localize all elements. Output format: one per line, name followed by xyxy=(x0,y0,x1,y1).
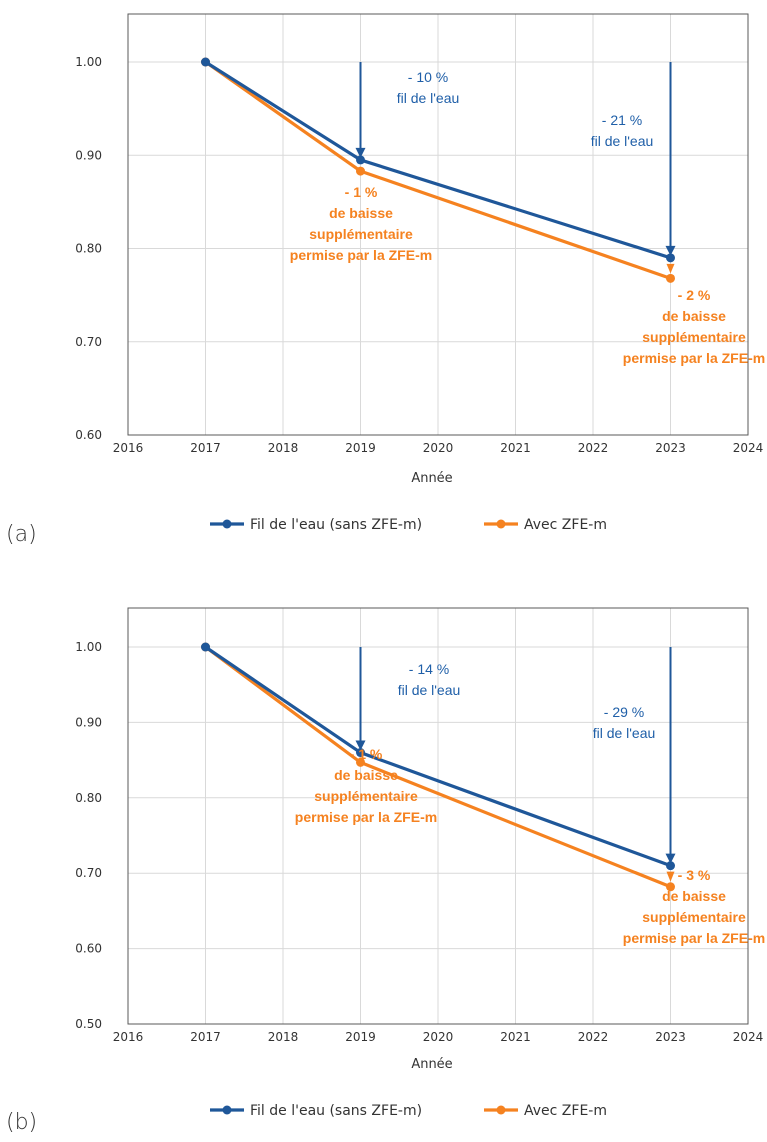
x-axis-label: Année xyxy=(411,471,452,486)
legend-item-fil-de-leau: Fil de l'eau (sans ZFE-m) xyxy=(210,517,422,533)
annotation-blue-2019: fil de l'eau xyxy=(398,682,461,698)
x-tick-label: 2016 xyxy=(113,1030,144,1044)
y-tick-label: 1.00 xyxy=(75,640,102,654)
annotation-orange-2019: supplémentaire xyxy=(314,788,418,804)
annotation-orange-2019: permise par la ZFE-m xyxy=(290,247,432,263)
x-tick-label: 2023 xyxy=(655,441,686,455)
y-tick-label: 0.60 xyxy=(75,428,102,442)
x-tick-label: 2024 xyxy=(733,441,764,455)
annotation-orange-2019: permise par la ZFE-m xyxy=(295,809,437,825)
chart-panel-b: 2016 2017 2018 2019 2020 2021 2022 2023 2024 1.00… xyxy=(75,607,765,1119)
annotation-blue-2023: fil de l'eau xyxy=(593,725,656,741)
x-tick-label: 2018 xyxy=(268,1030,299,1044)
chart-panel-a: 2016 2017 2018 2019 2020 2021 2022 2023 2024 1.00… xyxy=(75,13,765,533)
annotation-orange-2023: de baisse xyxy=(662,308,726,324)
annotation-orange-2023: permise par la ZFE-m xyxy=(623,930,765,946)
data-point-fil-de-leau xyxy=(201,57,210,67)
legend-item-fil-de-leau: Fil de l'eau (sans ZFE-m) xyxy=(210,1103,422,1119)
y-tick-label: 0.90 xyxy=(75,148,102,162)
annotation-orange-2023: supplémentaire xyxy=(642,329,746,345)
data-point-avec-zfe xyxy=(666,273,675,283)
annotation-orange-2023: - 2 % xyxy=(678,287,711,303)
x-tick-label: 2021 xyxy=(500,441,531,455)
legend-item-avec-zfe: Avec ZFE-m xyxy=(484,1103,607,1119)
y-tick-label: 1.00 xyxy=(75,55,102,69)
annotation-orange-2019: - 1 % xyxy=(345,184,378,200)
data-point-avec-zfe xyxy=(356,166,365,176)
data-point-fil-de-leau xyxy=(201,642,210,652)
annotation-blue-2023: fil de l'eau xyxy=(591,133,654,149)
annotation-blue-2023: - 29 % xyxy=(604,704,644,720)
x-tick-label: 2019 xyxy=(345,441,376,455)
panel-label-b: (b) xyxy=(6,1110,38,1135)
annotation-orange-2023: de baisse xyxy=(662,888,726,904)
annotation-blue-2019: - 14 % xyxy=(409,661,449,677)
legend-label: Fil de l'eau (sans ZFE-m) xyxy=(250,1103,422,1119)
panel-label-a: (a) xyxy=(6,522,37,547)
legend-item-avec-zfe: Avec ZFE-m xyxy=(484,517,607,533)
x-tick-label: 2017 xyxy=(190,1030,221,1044)
legend-swatch-marker xyxy=(496,519,506,529)
x-tick-label: 2016 xyxy=(113,441,144,455)
data-point-avec-zfe xyxy=(666,882,675,892)
x-tick-label: 2024 xyxy=(733,1030,764,1044)
annotation-orange-2019: de baisse xyxy=(334,767,398,783)
x-tick-label: 2018 xyxy=(268,441,299,455)
legend-label: Avec ZFE-m xyxy=(524,1103,607,1119)
y-tick-label: 0.70 xyxy=(75,335,102,349)
x-tick-label: 2022 xyxy=(578,1030,609,1044)
annotation-blue-2023: - 21 % xyxy=(602,112,642,128)
x-axis-label: Année xyxy=(411,1057,452,1072)
legend-label: Avec ZFE-m xyxy=(524,517,607,533)
data-point-fil-de-leau xyxy=(356,155,365,165)
annotation-orange-2023: - 3 % xyxy=(678,867,711,883)
x-tick-label: 2019 xyxy=(345,1030,376,1044)
legend-swatch-marker xyxy=(222,519,232,529)
x-tick-label: 2022 xyxy=(578,441,609,455)
x-tick-label: 2020 xyxy=(423,441,454,455)
data-point-fil-de-leau xyxy=(666,861,675,871)
annotation-orange-2019: - 1 % xyxy=(350,746,383,762)
annotation-arrow-head xyxy=(355,147,366,158)
y-tick-label: 0.90 xyxy=(75,715,102,729)
legend-swatch-marker xyxy=(222,1105,232,1115)
x-tick-label: 2020 xyxy=(423,1030,454,1044)
x-tick-label: 2021 xyxy=(500,1030,531,1044)
annotation-orange-2023: supplémentaire xyxy=(642,909,746,925)
y-tick-label: 0.80 xyxy=(75,791,102,805)
data-point-fil-de-leau xyxy=(666,253,675,263)
y-tick-label: 0.70 xyxy=(75,866,102,880)
annotation-arrow-head-orange xyxy=(666,263,675,274)
x-tick-label: 2017 xyxy=(190,441,221,455)
legend-label: Fil de l'eau (sans ZFE-m) xyxy=(250,517,422,533)
annotation-blue-2019: fil de l'eau xyxy=(397,90,460,106)
data-point-fil-de-leau xyxy=(356,748,365,758)
legend-swatch-marker xyxy=(496,1105,506,1115)
annotation-orange-2023: permise par la ZFE-m xyxy=(623,350,765,366)
data-point-avec-zfe xyxy=(356,757,365,767)
y-tick-label: 0.80 xyxy=(75,242,102,256)
annotation-orange-2019: supplémentaire xyxy=(309,226,413,242)
plot-frame xyxy=(127,13,749,436)
plot-frame xyxy=(127,607,749,1025)
y-tick-label: 0.50 xyxy=(75,1017,102,1031)
annotation-blue-2019: - 10 % xyxy=(408,69,448,85)
annotation-arrow-head xyxy=(355,740,366,751)
annotation-arrow-head xyxy=(665,853,676,864)
annotation-arrow-head-orange xyxy=(666,871,675,882)
annotation-arrow-head xyxy=(665,245,676,256)
x-tick-label: 2023 xyxy=(655,1030,686,1044)
y-tick-label: 0.60 xyxy=(75,942,102,956)
annotation-orange-2019: de baisse xyxy=(329,205,393,221)
